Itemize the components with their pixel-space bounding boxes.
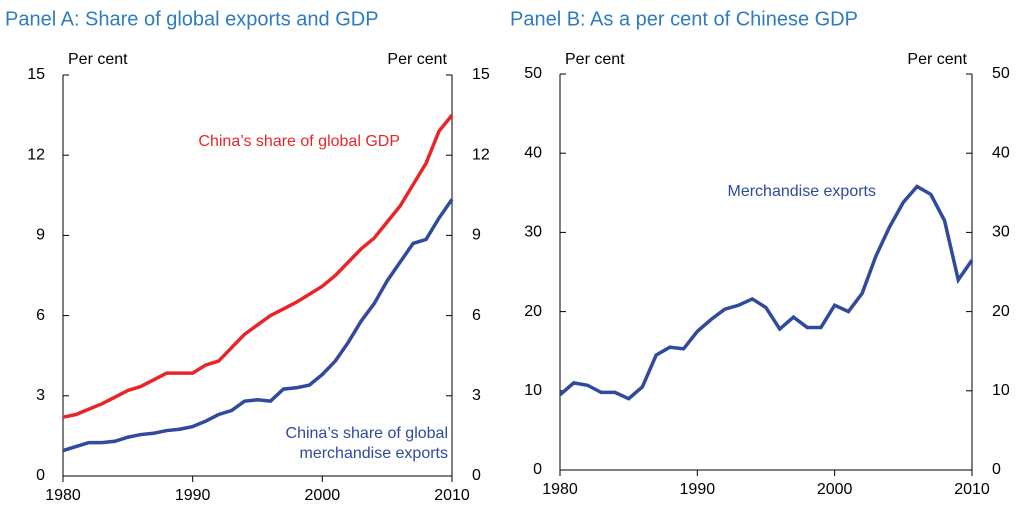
y2-tick-label: 15 [472,66,490,83]
y2-tick-label: 20 [992,303,1010,320]
y2-tick-label: 50 [992,65,1010,82]
y-tick-label: 9 [36,227,45,244]
line-series [62,198,454,453]
panel-title: Panel A: Share of global exports and GDP [5,8,379,30]
line-series [558,184,974,401]
annotation: China’s share of global [286,425,448,442]
y-tick-label: 20 [524,303,542,320]
annotation: merchandise exports [299,445,448,462]
y-tick-label: 12 [27,146,45,163]
annotation: China’s share of global GDP [198,133,400,150]
y2-tick-label: 12 [472,146,490,163]
y2-tick-label: 0 [472,467,481,484]
y-tick-label: 0 [36,467,45,484]
y-tick-label: 30 [524,224,542,241]
x-tick-label: 1980 [45,487,81,504]
y-axis-label: Per cent [565,51,625,68]
y-tick-label: 0 [533,461,542,478]
x-tick-label: 1990 [680,481,716,498]
y2-tick-label: 40 [992,144,1010,161]
y-axis-label: Per cent [68,51,128,68]
y2-axis-label: Per cent [387,51,447,68]
y2-tick-label: 6 [472,307,481,324]
y2-tick-label: 10 [992,382,1010,399]
x-tick-label: 2000 [305,487,341,504]
y2-tick-label: 30 [992,224,1010,241]
y-tick-label: 10 [524,382,542,399]
x-tick-label: 2000 [817,481,853,498]
panel-title: Panel B: As a per cent of Chinese GDP [510,8,858,30]
x-tick-label: 1980 [542,481,578,498]
y-tick-label: 3 [36,387,45,404]
x-tick-label: 2010 [434,487,470,504]
y-tick-label: 6 [36,307,45,324]
x-tick-label: 1990 [175,487,211,504]
annotation: Merchandise exports [727,183,876,200]
y2-tick-label: 3 [472,387,481,404]
y2-tick-label: 9 [472,227,481,244]
line-series [62,113,454,419]
y-tick-label: 15 [27,66,45,83]
y-tick-label: 50 [524,65,542,82]
x-tick-label: 2010 [954,481,990,498]
y2-axis-label: Per cent [907,51,967,68]
y-tick-label: 40 [524,144,542,161]
y2-tick-label: 0 [992,461,1001,478]
